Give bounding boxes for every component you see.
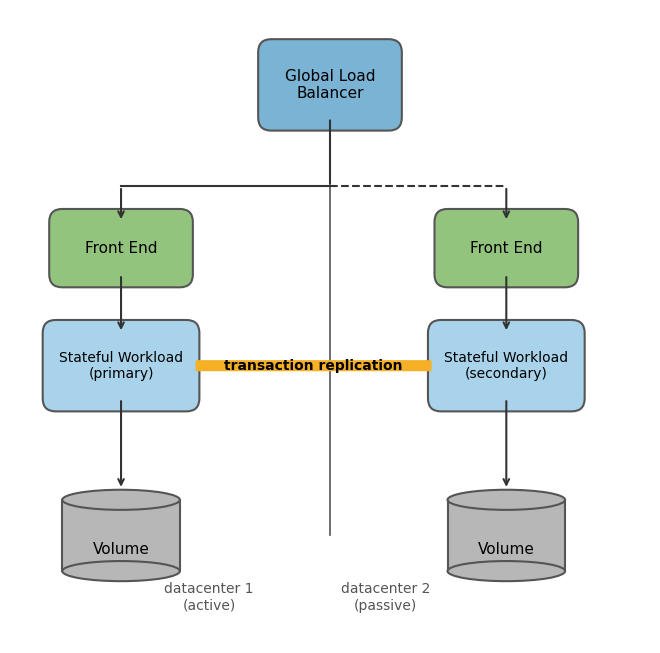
Ellipse shape — [447, 490, 565, 510]
FancyBboxPatch shape — [43, 320, 199, 411]
Text: Global Load
Balancer: Global Load Balancer — [284, 69, 376, 101]
Text: datacenter 1
(active): datacenter 1 (active) — [164, 582, 254, 613]
Text: Volume: Volume — [478, 542, 535, 557]
Text: Front End: Front End — [470, 241, 543, 255]
Ellipse shape — [62, 561, 180, 581]
Ellipse shape — [62, 490, 180, 510]
Ellipse shape — [447, 561, 565, 581]
Text: Front End: Front End — [84, 241, 157, 255]
Text: Volume: Volume — [92, 542, 149, 557]
Text: datacenter 2
(passive): datacenter 2 (passive) — [341, 582, 430, 613]
Text: Stateful Workload
(secondary): Stateful Workload (secondary) — [444, 351, 568, 381]
FancyBboxPatch shape — [258, 39, 402, 131]
FancyBboxPatch shape — [62, 500, 180, 571]
FancyBboxPatch shape — [428, 320, 585, 411]
Text: Stateful Workload
(primary): Stateful Workload (primary) — [59, 351, 183, 381]
FancyBboxPatch shape — [50, 209, 193, 287]
FancyBboxPatch shape — [447, 500, 565, 571]
FancyBboxPatch shape — [434, 209, 578, 287]
Text: transaction replication: transaction replication — [224, 358, 403, 373]
